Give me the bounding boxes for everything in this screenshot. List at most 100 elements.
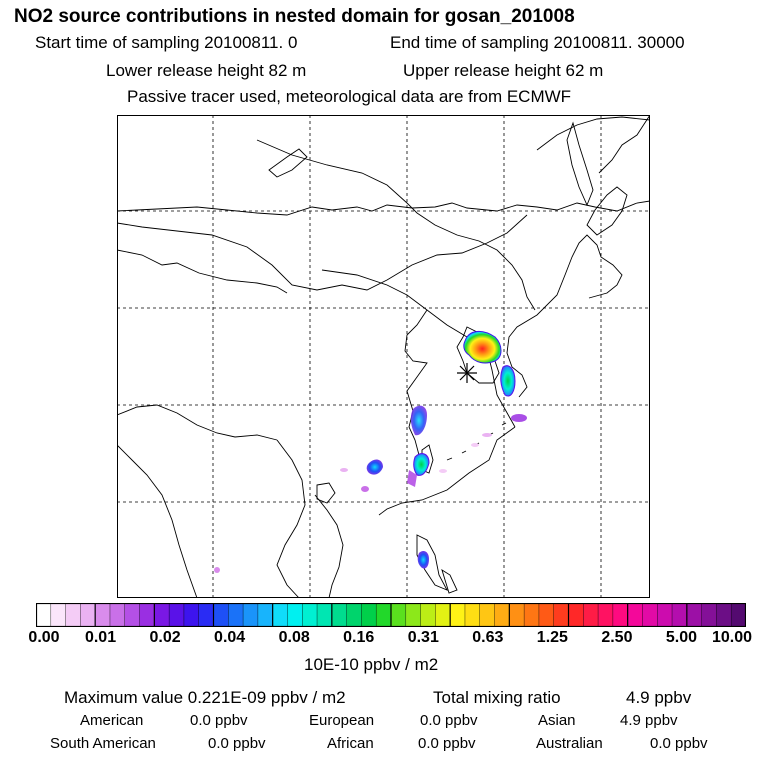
colorbar-cell <box>583 603 599 627</box>
colorbar-cell <box>361 603 377 627</box>
plume-taiwan-strait <box>413 453 430 476</box>
colorbar-cell <box>95 603 111 627</box>
colorbar-cell <box>612 603 629 627</box>
colorbar-cell <box>435 603 451 627</box>
coastline-asia <box>117 200 650 216</box>
total-mixing-value: 4.9 ppbv <box>626 688 692 707</box>
plume-fujian <box>366 459 383 475</box>
colorbar-cell <box>65 603 81 627</box>
map-gridlines <box>117 115 650 598</box>
colorbar-cell <box>124 603 140 627</box>
colorbar-tick-label: 0.01 <box>84 629 117 646</box>
colorbar-cell <box>346 603 362 627</box>
colorbar-cell <box>657 603 673 627</box>
region-value: 0.0 ppbv <box>190 712 248 729</box>
colorbar-tick-label: 5.00 <box>665 629 698 646</box>
coastline-hainan <box>316 482 336 504</box>
colorbar-cell <box>169 603 185 627</box>
colorbar-cell <box>627 603 643 627</box>
colorbar-cell <box>701 603 717 627</box>
border-china-north <box>321 269 516 428</box>
colorbar-tick-label: 0.04 <box>214 629 246 646</box>
colorbar-cell <box>524 603 540 627</box>
colorbar-cell <box>420 603 436 627</box>
colorbar-cell <box>672 603 688 627</box>
end-time-label: End time of sampling 20100811. 30000 <box>390 33 685 52</box>
plume-ryukyu-a <box>482 433 492 437</box>
colorbar-cell <box>376 603 392 627</box>
colorbar-cell <box>405 603 421 627</box>
coastline-china-east <box>378 426 516 516</box>
plume-taiwan-tail <box>407 470 417 487</box>
colorbar-cell <box>509 603 525 627</box>
colorbar-unit-label: 10E-10 ppbv / m2 <box>304 655 439 674</box>
colorbar-cell <box>331 603 348 627</box>
map-plot <box>117 115 650 598</box>
start-time-label: Start time of sampling 20100811. 0 <box>35 33 298 52</box>
border-central <box>117 249 288 294</box>
colorbar-cell <box>80 603 96 627</box>
region-name: Australian <box>536 735 603 752</box>
plume-luzon <box>417 551 429 569</box>
colorbar-cell <box>642 603 658 627</box>
colorbar-frame <box>36 603 746 627</box>
region-name: South American <box>50 735 156 752</box>
colorbar <box>36 603 746 627</box>
colorbar-cell <box>731 603 746 627</box>
colorbar-cell <box>317 603 333 627</box>
coastline-sakhalin <box>566 121 594 207</box>
border-mongolia <box>117 214 528 291</box>
colorbar-cell <box>243 603 259 627</box>
colorbar-cell <box>686 603 703 627</box>
lower-height-label: Lower release height 82 m <box>106 61 307 80</box>
map-frame <box>117 115 650 598</box>
colorbar-cell <box>109 603 126 627</box>
plume-vietnam <box>214 567 220 573</box>
colorbar-cell <box>479 603 495 627</box>
border-russia-china <box>256 139 536 311</box>
total-mixing-label: Total mixing ratio <box>433 688 561 707</box>
region-value: 0.0 ppbv <box>420 712 478 729</box>
max-value-label: Maximum value 0.221E-09 ppbv / m2 <box>64 688 346 707</box>
coastline-okhotsk <box>536 116 650 151</box>
plumes <box>214 331 527 573</box>
coastline-ryukyu <box>446 422 507 461</box>
upper-height-label: Upper release height 62 m <box>403 61 604 80</box>
colorbar-tick-label: 10.00 <box>711 629 753 646</box>
colorbar-cell <box>302 603 318 627</box>
colorbar-cell <box>198 603 214 627</box>
border-india <box>117 404 278 441</box>
colorbar-cell <box>598 603 614 627</box>
region-name: African <box>327 735 374 752</box>
colorbar-cell <box>538 603 555 627</box>
coastline-indochina <box>276 439 306 598</box>
colorbar-cell <box>257 603 274 627</box>
colorbar-cell <box>716 603 732 627</box>
colorbar-cell <box>50 603 66 627</box>
colorbar-tick-label: 0.08 <box>278 629 310 646</box>
coastline-hokkaido <box>586 186 628 236</box>
coastline-vietnam <box>314 494 344 598</box>
plume-guangdong <box>361 486 369 492</box>
colorbar-cell <box>228 603 244 627</box>
coastline-japan-honshu <box>506 234 623 398</box>
plume-ryukyu-b <box>471 443 479 447</box>
plume-japan-kyushu <box>511 414 527 422</box>
colorbar-cell <box>272 603 288 627</box>
coastline-mindoro <box>441 568 458 594</box>
colorbar-cell <box>139 603 155 627</box>
plume-philippine-sea <box>439 469 447 473</box>
colorbar-tick-label: 0.16 <box>343 629 375 646</box>
colorbar-cell <box>36 603 52 627</box>
plume-shanghai <box>410 405 427 436</box>
region-value: 4.9 ppbv <box>620 712 678 729</box>
lake-baikal <box>268 148 308 178</box>
colorbar-cell <box>464 603 481 627</box>
plume-korea-west <box>463 331 502 364</box>
plume-korea-south <box>500 365 516 397</box>
receptor-marker-icon <box>457 363 477 383</box>
colorbar-cell <box>213 603 229 627</box>
colorbar-tick-label: 2.50 <box>601 629 633 646</box>
colorbar-tick-label: 0.63 <box>472 629 504 646</box>
coastline-bohai <box>404 309 428 466</box>
